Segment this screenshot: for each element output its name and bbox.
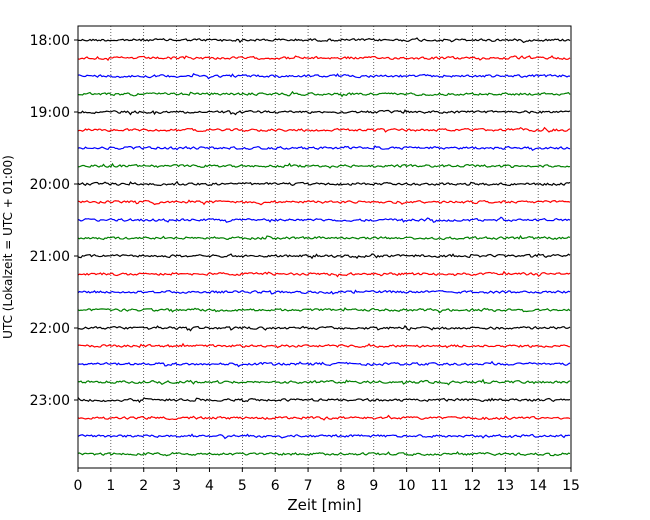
trace-2045	[77, 234, 571, 241]
trace-2245	[77, 378, 571, 386]
x-tick-label: 11	[431, 478, 449, 494]
trace-2330	[77, 433, 571, 440]
x-tick-label: 14	[529, 478, 547, 494]
x-tick-label: 13	[496, 478, 514, 494]
trace-1845	[77, 90, 571, 98]
x-axis-label: Zeit [min]	[287, 496, 361, 514]
x-tick-label: 5	[238, 478, 247, 494]
x-tick-label: 4	[205, 478, 214, 494]
seismic-traces	[77, 37, 571, 457]
x-tick-label: 12	[463, 478, 481, 494]
trace-2115	[77, 270, 571, 278]
trace-2030	[77, 216, 571, 223]
x-tick-label: 1	[106, 478, 115, 494]
trace-2145	[77, 307, 571, 314]
x-tick-label: 3	[172, 478, 181, 494]
x-tick-label: 10	[398, 478, 416, 494]
x-tick-label: 2	[139, 478, 148, 494]
y-axis-ticks: 18:00 19:00 20:00 21:00 22:00 23:00	[30, 33, 78, 409]
trace-1900	[77, 109, 571, 116]
x-tick-label: 15	[562, 478, 580, 494]
trace-1815	[77, 55, 571, 62]
y-tick-label: 19:00	[30, 105, 70, 121]
trace-2230	[77, 360, 571, 368]
trace-1800	[77, 37, 571, 44]
trace-2315	[77, 414, 571, 421]
trace-1945	[77, 162, 571, 169]
trace-2300	[77, 397, 571, 404]
trace-2015	[77, 199, 571, 206]
x-tick-label: 6	[271, 478, 280, 494]
y-tick-label: 21:00	[30, 249, 70, 265]
y-tick-label: 22:00	[30, 321, 70, 337]
plot-frame	[78, 26, 571, 468]
trace-2130	[77, 289, 571, 295]
trace-1915	[77, 126, 571, 133]
x-tick-label: 9	[369, 478, 378, 494]
y-tick-label: 18:00	[30, 33, 70, 49]
trace-2345	[77, 451, 571, 457]
y-tick-label: 23:00	[30, 393, 70, 409]
trace-1830	[77, 73, 571, 80]
trace-2200	[77, 324, 571, 332]
y-tick-label: 20:00	[30, 177, 70, 193]
trace-2000	[77, 180, 571, 187]
plot-border	[77, 25, 572, 469]
trace-2100	[77, 253, 571, 260]
x-tick-label: 7	[304, 478, 313, 494]
x-tick-label: 0	[74, 478, 83, 494]
trace-1930	[77, 145, 571, 151]
trace-2215	[77, 342, 571, 349]
x-axis-ticks: 0 1 2 3 4 5 6 7 8 9 10 11 12 13 14 15	[74, 468, 580, 494]
x-tick-label: 8	[336, 478, 345, 494]
y-axis-label: UTC (Lokalzeit = UTC + 01:00)	[1, 155, 15, 339]
